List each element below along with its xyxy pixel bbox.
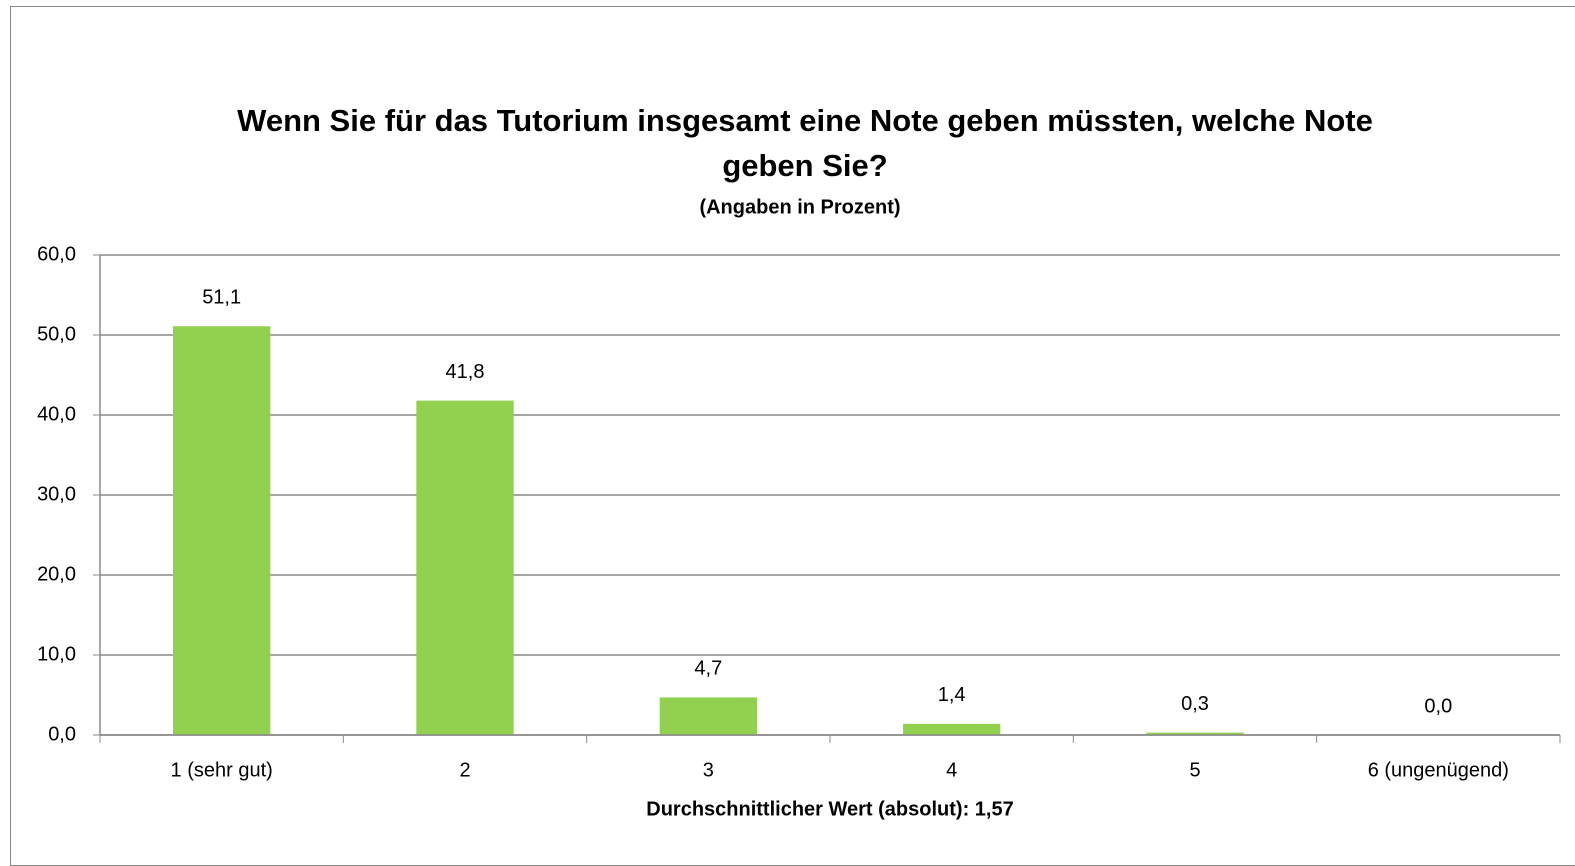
y-tick-label: 10,0	[37, 643, 76, 665]
bar	[1146, 732, 1244, 735]
chart-subtitle: (Angaben in Prozent)	[699, 196, 900, 218]
y-tick-label: 40,0	[37, 403, 76, 425]
x-tick-label: 5	[1189, 759, 1200, 781]
y-tick-label: 0,0	[48, 723, 76, 745]
data-label: 4,7	[694, 658, 722, 680]
y-tick-label: 30,0	[37, 483, 76, 505]
x-tick-label: 2	[459, 759, 470, 781]
bar	[416, 400, 514, 735]
data-label: 0,0	[1424, 695, 1452, 717]
data-label: 41,8	[446, 361, 485, 383]
x-tick-label: 4	[946, 759, 957, 781]
data-label: 51,1	[202, 286, 241, 308]
y-tick-label: 50,0	[37, 323, 76, 345]
data-label: 0,3	[1181, 693, 1209, 715]
y-tick-label: 60,0	[37, 243, 76, 265]
y-tick-label: 20,0	[37, 563, 76, 585]
x-tick-label: 6 (ungenügend)	[1368, 759, 1509, 781]
chart-title: Wenn Sie für das Tutorium insgesamt eine…	[237, 103, 1373, 183]
bar	[173, 326, 271, 735]
bar	[659, 697, 757, 735]
data-label: 1,4	[938, 684, 966, 706]
x-axis-label: Durchschnittlicher Wert (absolut): 1,57	[646, 798, 1013, 820]
x-tick-label: 1 (sehr gut)	[171, 759, 273, 781]
bar	[903, 723, 1001, 735]
x-tick-label: 3	[703, 759, 714, 781]
